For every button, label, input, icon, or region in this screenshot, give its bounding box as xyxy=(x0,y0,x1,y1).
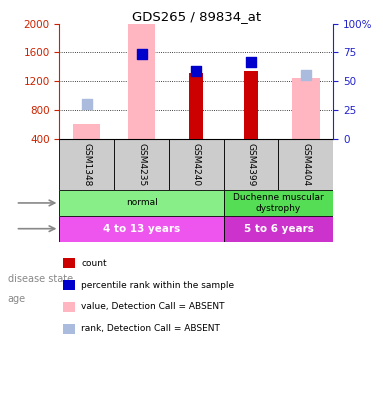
Text: GSM4399: GSM4399 xyxy=(247,143,255,186)
Bar xyxy=(73,124,100,139)
Bar xyxy=(190,73,203,139)
Bar xyxy=(224,139,278,190)
Text: count: count xyxy=(81,259,107,268)
Bar xyxy=(128,25,155,139)
Bar xyxy=(292,78,319,139)
Bar xyxy=(169,139,224,190)
Text: GSM4240: GSM4240 xyxy=(192,143,201,186)
Text: GSM1348: GSM1348 xyxy=(82,143,91,186)
Bar xyxy=(224,216,333,242)
Text: GSM4235: GSM4235 xyxy=(137,143,146,186)
Bar xyxy=(244,71,258,139)
Text: GSM4404: GSM4404 xyxy=(301,143,310,186)
Bar xyxy=(114,139,169,190)
Point xyxy=(83,101,90,107)
Text: age: age xyxy=(8,294,26,304)
Text: percentile rank within the sample: percentile rank within the sample xyxy=(81,281,234,289)
Bar xyxy=(59,139,114,190)
Text: value, Detection Call = ABSENT: value, Detection Call = ABSENT xyxy=(81,303,225,311)
Point xyxy=(248,59,254,65)
Text: rank, Detection Call = ABSENT: rank, Detection Call = ABSENT xyxy=(81,324,220,333)
Text: 4 to 13 years: 4 to 13 years xyxy=(103,224,180,234)
Text: 5 to 6 years: 5 to 6 years xyxy=(244,224,313,234)
Bar xyxy=(59,216,224,242)
Point xyxy=(303,72,309,78)
Text: normal: normal xyxy=(126,198,157,208)
Title: GDS265 / 89834_at: GDS265 / 89834_at xyxy=(132,10,261,23)
Point xyxy=(193,68,199,74)
Bar xyxy=(224,190,333,216)
Text: disease state: disease state xyxy=(8,274,73,284)
Point xyxy=(139,51,145,57)
Bar xyxy=(278,139,333,190)
Text: Duchenne muscular
dystrophy: Duchenne muscular dystrophy xyxy=(233,193,324,213)
Bar xyxy=(59,190,224,216)
